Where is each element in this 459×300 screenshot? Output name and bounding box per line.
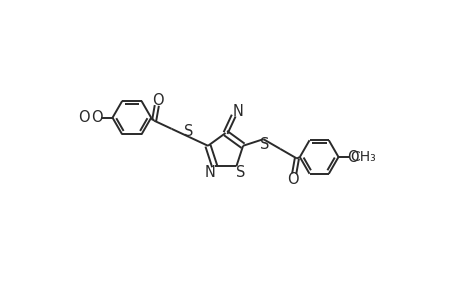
Text: N: N (205, 165, 216, 180)
Text: O: O (152, 93, 163, 108)
Text: CH₃: CH₃ (349, 150, 375, 164)
Text: S: S (184, 124, 193, 139)
Text: S: S (259, 137, 269, 152)
Text: N: N (233, 104, 243, 119)
Text: O: O (91, 110, 103, 125)
Text: O: O (78, 110, 90, 125)
Text: O: O (346, 149, 358, 164)
Text: S: S (235, 165, 245, 180)
Text: O: O (286, 172, 298, 187)
